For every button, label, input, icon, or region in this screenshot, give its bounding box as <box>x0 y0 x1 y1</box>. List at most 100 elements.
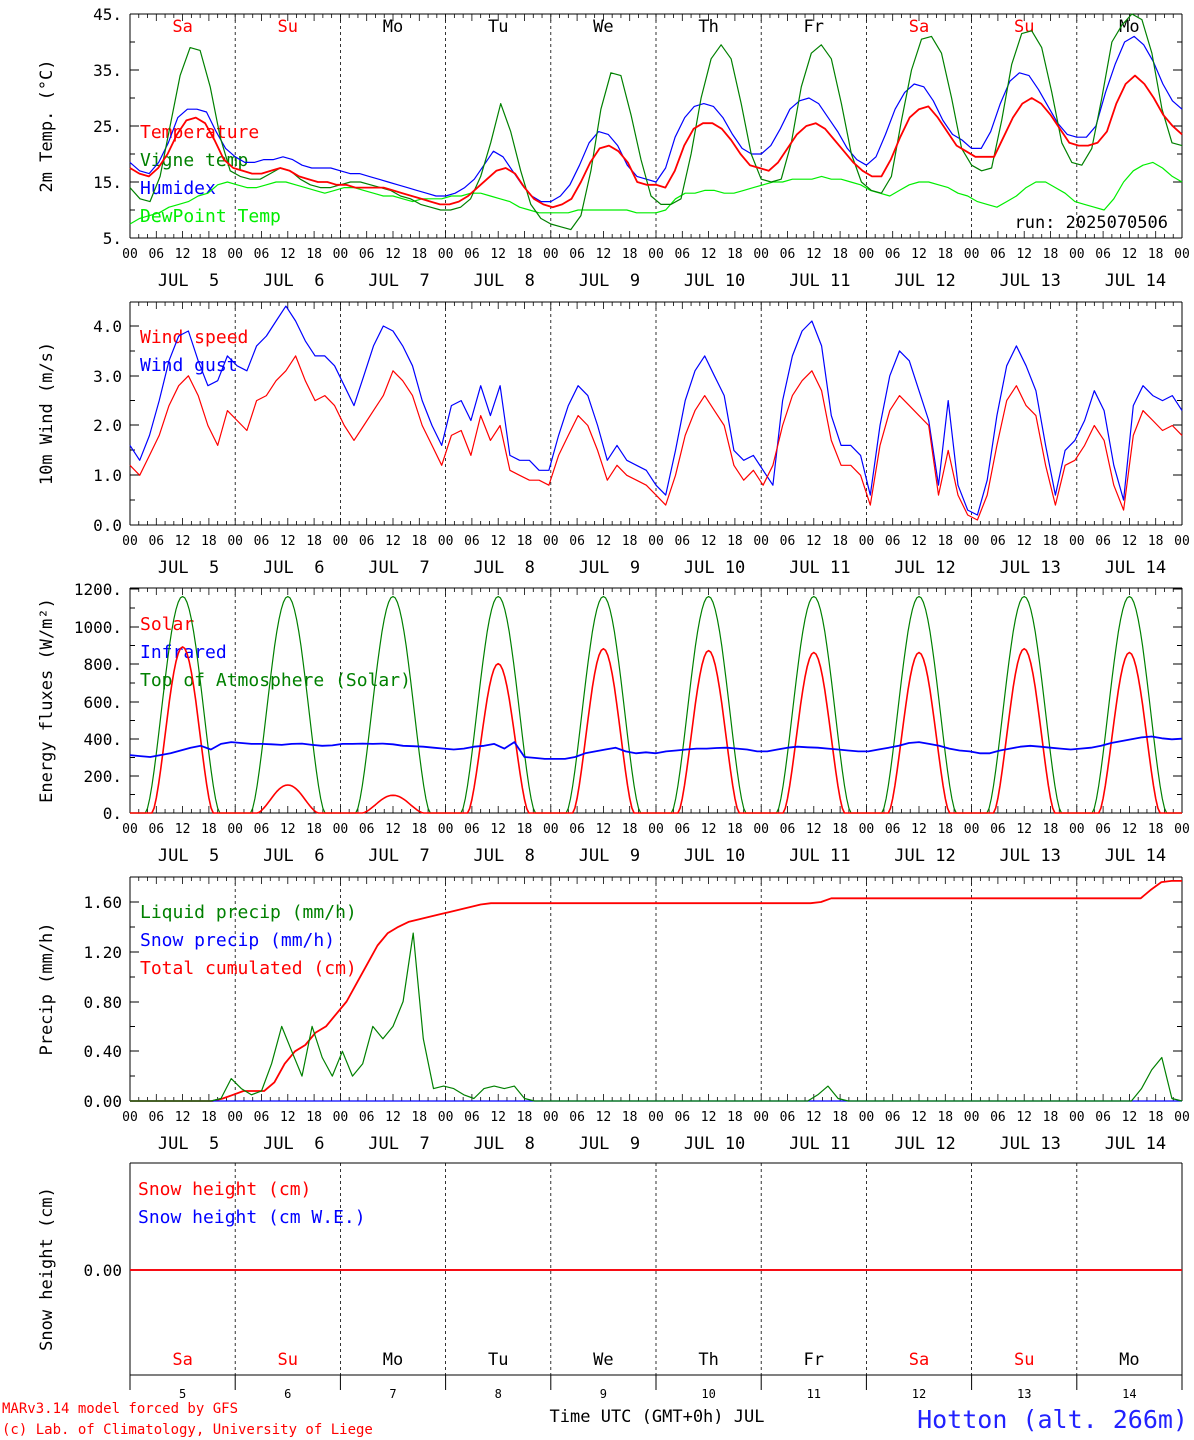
x-date-label: JUL 12 <box>894 846 955 866</box>
x-hour-label: 06 <box>464 247 480 262</box>
legend-entry: DewPoint Temp <box>140 206 281 227</box>
series-wind-speed <box>129 355 1183 521</box>
x-hour-label: 12 <box>596 534 612 549</box>
x-hour-label: 06 <box>359 822 375 837</box>
x-hour-label: 06 <box>674 1110 690 1125</box>
x-hour-label: 18 <box>832 534 848 549</box>
x-hour-label: 00 <box>438 1110 454 1125</box>
x-hour-label: 18 <box>727 822 743 837</box>
x-hour-label: 00 <box>438 247 454 262</box>
x-hour-label: 18 <box>411 1110 427 1125</box>
x-day-number: 7 <box>389 1387 396 1401</box>
x-date-label: JUL 8 <box>473 271 534 291</box>
x-date-label: JUL 6 <box>263 271 324 291</box>
x-hour-label: 12 <box>911 822 927 837</box>
x-hour-label: 00 <box>859 247 875 262</box>
x-hour-label: 18 <box>201 822 217 837</box>
x-hour-label: 12 <box>175 534 191 549</box>
x-hour-label: 18 <box>1043 247 1059 262</box>
x-hour-label: 18 <box>727 1110 743 1125</box>
x-hour-label: 06 <box>148 534 164 549</box>
x-hour-label: 12 <box>1122 534 1138 549</box>
x-hour-label: 00 <box>227 534 243 549</box>
y-tick-label: 0. <box>103 804 122 823</box>
x-hour-label: 00 <box>753 247 769 262</box>
x-date-label: JUL 5 <box>158 846 219 866</box>
model-credit: MARv3.14 model forced by GFS <box>2 1401 238 1417</box>
x-hour-label: 00 <box>1069 534 1085 549</box>
x-hour-label: 06 <box>674 247 690 262</box>
y-tick-label: 25. <box>93 117 122 136</box>
x-hour-label: 18 <box>517 247 533 262</box>
day-name-label: Mo <box>383 17 403 37</box>
x-date-label: JUL 10 <box>684 271 745 291</box>
x-hour-label: 00 <box>1174 534 1190 549</box>
series-temperature <box>129 74 1183 209</box>
panel-energy: 0. 200. 400. 600. 800. 1000. 1200. Energy fluxe… <box>37 580 1190 866</box>
x-hour-label: 06 <box>1095 247 1111 262</box>
x-hour-label: 06 <box>569 247 585 262</box>
legend-entry: Wind speed <box>140 327 248 348</box>
x-hour-label: 06 <box>569 822 585 837</box>
x-date-label: JUL 9 <box>579 1134 640 1154</box>
series-vigne-temp <box>129 13 1183 231</box>
x-hour-label: 06 <box>359 247 375 262</box>
x-hour-label: 12 <box>911 1110 927 1125</box>
x-hour-label: 06 <box>990 1110 1006 1125</box>
y-tick-label: 1000. <box>74 618 122 637</box>
x-hour-label: 12 <box>385 1110 401 1125</box>
x-date-label: JUL 10 <box>684 846 745 866</box>
x-hour-label: 18 <box>306 1110 322 1125</box>
x-hour-label: 12 <box>701 247 717 262</box>
y-tick-label: 0.00 <box>83 1092 122 1111</box>
x-hour-label: 06 <box>464 534 480 549</box>
day-name-label: Sa <box>909 17 929 37</box>
y-tick-label: 1.60 <box>83 893 122 912</box>
day-name-label: Tu <box>488 1350 508 1370</box>
legend-entry: Wind gust <box>140 355 238 376</box>
x-hour-label: 18 <box>832 247 848 262</box>
x-hour-label: 18 <box>622 534 638 549</box>
day-name-label: Th <box>698 1350 718 1370</box>
x-hour-label: 06 <box>464 1110 480 1125</box>
x-date-label: JUL 5 <box>158 1134 219 1154</box>
x-hour-label: 18 <box>622 1110 638 1125</box>
run-label: run: 2025070506 <box>1014 213 1168 233</box>
x-hour-label: 00 <box>648 534 664 549</box>
x-hour-label: 12 <box>490 822 506 837</box>
x-hour-label: 12 <box>1016 1110 1032 1125</box>
x-hour-label: 12 <box>1016 822 1032 837</box>
series-liquid-precip-mm-h- <box>130 932 1183 1102</box>
x-hour-label: 12 <box>1016 534 1032 549</box>
x-hour-label: 00 <box>543 534 559 549</box>
x-date-label: JUL 11 <box>789 846 850 866</box>
y-tick-label: 1.20 <box>83 943 122 962</box>
day-name-label: Sa <box>172 1350 192 1370</box>
x-hour-label: 18 <box>306 534 322 549</box>
x-hour-label: 00 <box>333 822 349 837</box>
x-hour-label: 12 <box>280 247 296 262</box>
x-hour-label: 18 <box>1043 1110 1059 1125</box>
station-name: Hotton (alt. 266m) <box>917 1405 1188 1434</box>
x-date-label: JUL 6 <box>263 1134 324 1154</box>
x-hour-label: 00 <box>859 1110 875 1125</box>
x-date-label: JUL 14 <box>1105 846 1166 866</box>
x-hour-label: 18 <box>517 1110 533 1125</box>
x-hour-label: 12 <box>806 822 822 837</box>
x-hour-label: 18 <box>201 1110 217 1125</box>
panels: 5. 15. 25. 35. 45. 2m Temp. (°C) 00 06 12 18 JUL 5… <box>37 5 1190 1401</box>
y-tick-label: 800. <box>83 655 122 674</box>
y-tick-label: 400. <box>83 730 122 749</box>
x-hour-label: 06 <box>674 822 690 837</box>
legend-entry: Total cumulated (cm) <box>140 958 357 979</box>
x-hour-label: 06 <box>1095 1110 1111 1125</box>
y-tick-label: 4.0 <box>93 317 122 336</box>
x-hour-label: 18 <box>1043 534 1059 549</box>
x-hour-label: 12 <box>280 1110 296 1125</box>
x-hour-label: 06 <box>990 247 1006 262</box>
x-date-label: JUL 13 <box>999 1134 1060 1154</box>
x-hour-label: 06 <box>674 534 690 549</box>
legend-entry: Snow height (cm) <box>138 1179 311 1200</box>
x-hour-label: 12 <box>385 822 401 837</box>
x-hour-label: 00 <box>227 822 243 837</box>
